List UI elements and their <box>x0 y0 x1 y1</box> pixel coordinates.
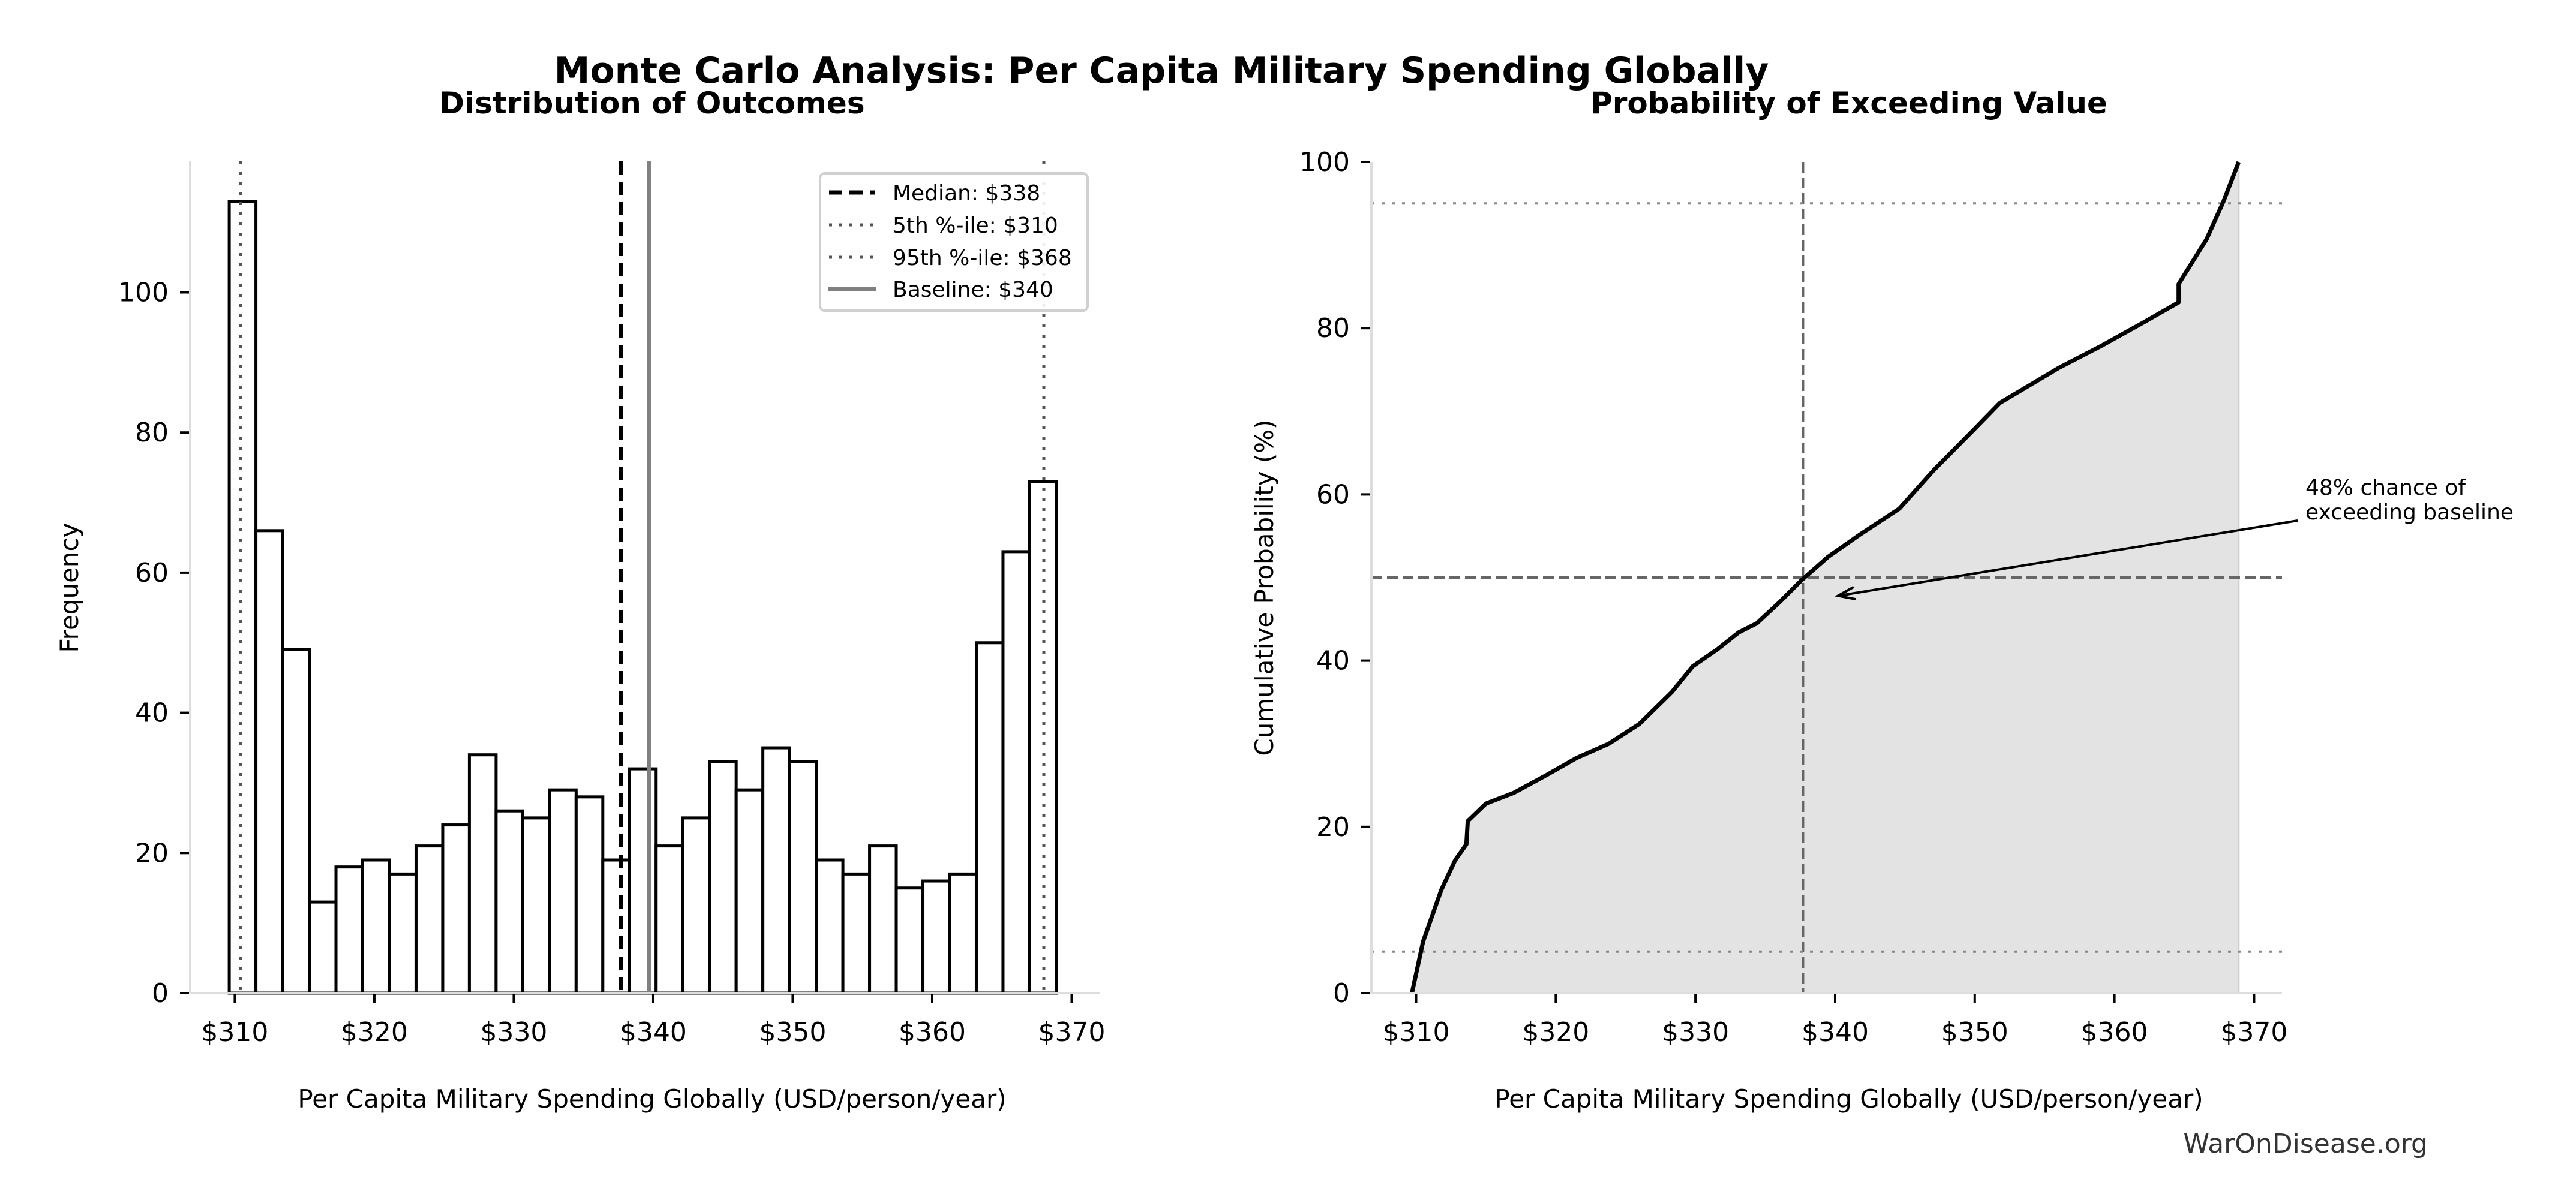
histogram-bar <box>868 844 898 995</box>
histogram-bar <box>334 865 364 995</box>
annotation-line-1: 48% chance of <box>2305 476 2466 500</box>
x-tick-label: $330 <box>480 1017 547 1048</box>
x-tick-label: $370 <box>2220 1017 2287 1048</box>
histogram-bar <box>815 858 845 995</box>
x-tick-label: $350 <box>1941 1017 2008 1048</box>
x-tick-label: $350 <box>759 1017 826 1048</box>
histogram-bar <box>548 788 578 995</box>
y-tick-label: 100 <box>118 278 169 308</box>
histogram-bar <box>708 760 738 995</box>
footer-watermark: WarOnDisease.org <box>2184 1129 2428 1159</box>
histogram-bar <box>281 648 311 995</box>
x-tick-label: $340 <box>620 1017 687 1048</box>
histogram-bar <box>601 858 631 995</box>
legend-p95-label: 95th %-ile: $368 <box>893 246 1072 270</box>
annotation-arrow <box>1838 519 2298 597</box>
y-tick-label: 40 <box>135 698 169 729</box>
histogram-bar <box>921 879 951 995</box>
histogram-bar <box>894 886 925 995</box>
histogram-legend: Median: $338 5th %-ile: $310 95th %-ile:… <box>819 172 1089 312</box>
histogram-bar <box>574 795 605 995</box>
histogram-panel: Distribution of Outcomes $310 $320 $330 $34… <box>55 86 1105 1114</box>
histogram-bar <box>388 872 418 995</box>
legend-box <box>819 172 1089 312</box>
y-tick-label: 80 <box>135 417 169 448</box>
cdf-x-ticks: $310 $320 $330 $340 $350 $360 $370 <box>1383 994 2287 1048</box>
histogram-x-label: Per Capita Military Spending Globally (U… <box>298 1084 1006 1114</box>
x-tick-label: $360 <box>2081 1017 2148 1048</box>
histogram-bar <box>654 844 684 995</box>
x-tick-label: $360 <box>899 1017 966 1048</box>
histogram-title: Distribution of Outcomes <box>439 86 864 121</box>
y-tick-label: 0 <box>152 978 169 1009</box>
histogram-bar <box>521 816 551 995</box>
y-tick-label: 20 <box>135 838 169 868</box>
y-tick-label: 20 <box>1316 812 1350 843</box>
y-tick-label: 60 <box>1316 479 1350 510</box>
histogram-bar <box>788 760 818 995</box>
histogram-bar <box>1001 550 1031 995</box>
histogram-bar <box>761 746 791 995</box>
histogram-bar <box>414 844 445 995</box>
histogram-bar <box>361 858 391 995</box>
histogram-y-ticks: 0 20 40 60 80 100 <box>118 278 189 1009</box>
histogram-bar <box>494 809 524 995</box>
legend-median-label: Median: $338 <box>893 181 1040 206</box>
histogram-x-ticks: $310 $320 $330 $340 $350 $360 $370 <box>201 994 1105 1048</box>
legend-p5-label: 5th %-ile: $310 <box>893 213 1058 238</box>
annotation-arrowhead-icon <box>1834 586 1856 601</box>
y-tick-label: 60 <box>135 558 169 588</box>
histogram-bar <box>1028 480 1058 995</box>
histogram-bar <box>681 816 711 995</box>
y-tick-label: 40 <box>1316 646 1350 676</box>
x-tick-label: $370 <box>1038 1017 1106 1048</box>
histogram-bar <box>254 529 284 995</box>
figure-title: Monte Carlo Analysis: Per Capita Militar… <box>554 50 1769 92</box>
histogram-reference-lines <box>239 161 1046 993</box>
x-tick-label: $310 <box>1383 1017 1450 1048</box>
y-tick-label: 80 <box>1316 313 1350 344</box>
annotation-line-2: exceeding baseline <box>2305 500 2514 525</box>
histogram-bar <box>628 767 658 995</box>
cdf-y-ticks: 0 20 40 60 80 100 <box>1299 147 1370 1009</box>
cdf-annotation: 48% chance of exceeding baseline <box>1834 476 2514 601</box>
y-tick-label: 100 <box>1299 147 1350 178</box>
histogram-bar <box>227 200 258 995</box>
x-tick-label: $320 <box>341 1017 408 1048</box>
x-tick-label: $330 <box>1662 1017 1729 1048</box>
x-tick-label: $320 <box>1522 1017 1589 1048</box>
legend-baseline-label: Baseline: $340 <box>893 278 1053 302</box>
cdf-y-label: Cumulative Probability (%) <box>1250 419 1279 756</box>
cdf-line <box>1410 161 2241 994</box>
cdf-x-label: Per Capita Military Spending Globally (U… <box>1494 1084 2203 1114</box>
cdf-panel: Probability of Exceeding Value $310 $320 $… <box>1250 86 2514 1114</box>
histogram-bar <box>308 900 338 995</box>
histogram-bars <box>227 200 1058 995</box>
histogram-bar <box>841 872 872 995</box>
histogram-y-label: Frequency <box>55 523 84 653</box>
y-tick-label: 0 <box>1333 978 1350 1009</box>
histogram-bar <box>441 823 471 995</box>
histogram-bar <box>734 788 765 995</box>
cdf-title: Probability of Exceeding Value <box>1590 86 2107 121</box>
x-tick-label: $340 <box>1802 1017 1869 1048</box>
histogram-bar <box>467 753 498 995</box>
x-tick-label: $310 <box>201 1017 268 1048</box>
histogram-bar <box>948 872 978 995</box>
histogram-bar <box>974 641 1005 995</box>
